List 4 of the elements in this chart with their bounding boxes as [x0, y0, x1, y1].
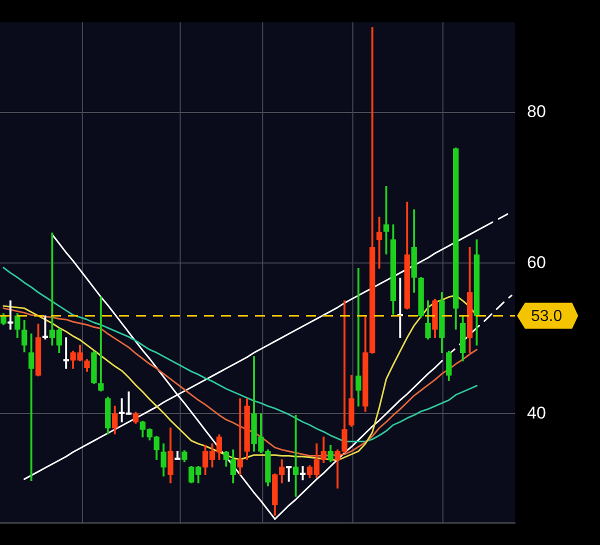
y-tick-label: 40: [527, 403, 546, 422]
y-tick-label: 80: [527, 102, 546, 122]
ref-line-label: 53.0: [531, 308, 562, 326]
y-tick-label: 60: [527, 252, 546, 272]
